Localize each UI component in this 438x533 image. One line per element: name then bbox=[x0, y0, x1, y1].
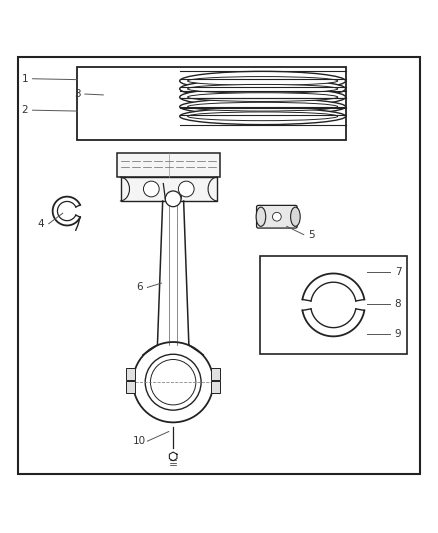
Ellipse shape bbox=[290, 207, 300, 227]
Text: 8: 8 bbox=[395, 300, 401, 310]
Bar bbox=[211, 381, 220, 393]
Bar bbox=[127, 381, 135, 393]
Ellipse shape bbox=[256, 207, 266, 227]
Circle shape bbox=[178, 181, 194, 197]
Text: 1: 1 bbox=[21, 74, 28, 84]
Ellipse shape bbox=[187, 112, 338, 120]
Text: 4: 4 bbox=[38, 219, 44, 229]
Ellipse shape bbox=[180, 79, 346, 99]
Bar bbox=[77, 67, 346, 140]
Bar bbox=[261, 256, 407, 354]
Bar bbox=[127, 368, 135, 380]
Text: 2: 2 bbox=[21, 105, 28, 115]
Text: 3: 3 bbox=[74, 89, 81, 99]
Ellipse shape bbox=[180, 87, 346, 107]
Ellipse shape bbox=[180, 71, 346, 91]
Bar bbox=[121, 177, 217, 201]
Ellipse shape bbox=[187, 102, 338, 111]
Ellipse shape bbox=[187, 84, 338, 93]
Text: 6: 6 bbox=[136, 282, 143, 293]
Ellipse shape bbox=[180, 108, 346, 125]
Text: 5: 5 bbox=[308, 230, 315, 240]
Ellipse shape bbox=[180, 99, 346, 115]
Circle shape bbox=[144, 181, 159, 197]
Ellipse shape bbox=[187, 93, 338, 101]
FancyBboxPatch shape bbox=[257, 205, 297, 228]
Bar bbox=[211, 368, 220, 380]
Text: 7: 7 bbox=[395, 267, 401, 277]
Text: 10: 10 bbox=[133, 436, 146, 446]
Circle shape bbox=[165, 191, 181, 207]
Bar bbox=[117, 153, 220, 177]
Ellipse shape bbox=[187, 77, 338, 85]
Circle shape bbox=[272, 212, 281, 221]
Text: 9: 9 bbox=[395, 329, 401, 339]
